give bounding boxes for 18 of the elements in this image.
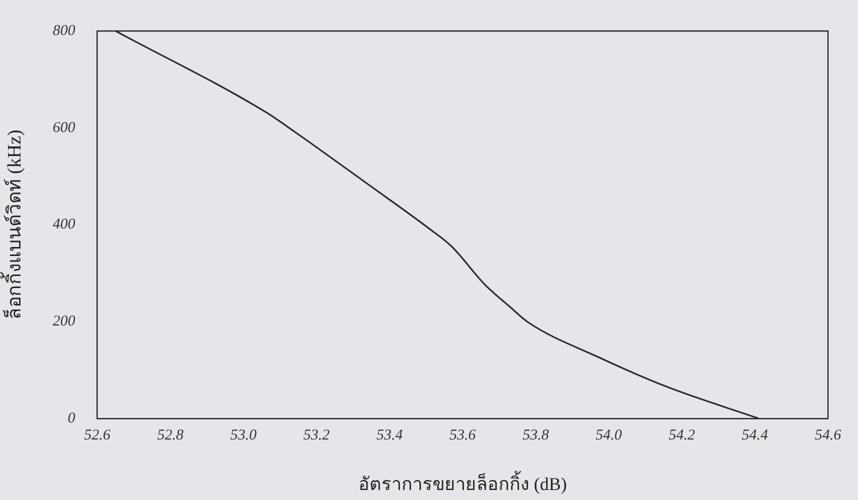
x-tick-label: 54.4	[742, 427, 769, 444]
x-tick-label: 53.6	[450, 427, 476, 444]
y-tick-label: 800	[52, 22, 76, 39]
x-axis-title: อัตราการขยายล็อกกิ้ง (dB)	[358, 470, 567, 494]
x-tick-label: 52.6	[84, 427, 111, 444]
x-tick-label: 54.0	[596, 427, 622, 444]
y-axis-title: ล็อกกิ้งแบนด์วิดท์ (kHz)	[0, 130, 26, 320]
x-tick-label: 53.8	[522, 427, 550, 444]
x-tick-label: 53.2	[303, 427, 330, 444]
y-tick-label: 200	[52, 313, 76, 330]
x-tick-label: 53.4	[376, 427, 404, 444]
x-tick-label: 52.8	[157, 427, 184, 444]
y-tick-label: 400	[52, 216, 76, 233]
y-tick-label: 0	[68, 410, 76, 426]
y-tick-label: 600	[52, 120, 76, 136]
x-tick-label: 54.6	[814, 427, 842, 444]
x-tick-label: 54.2	[668, 427, 696, 444]
x-tick-label: 53.0	[230, 427, 258, 444]
